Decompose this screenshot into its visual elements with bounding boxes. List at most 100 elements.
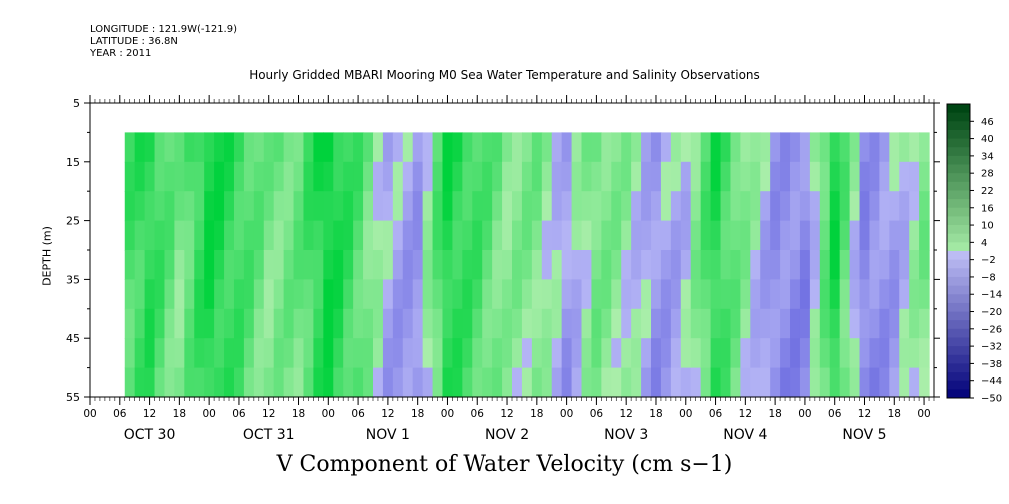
heatmap-cell (462, 338, 473, 369)
heatmap-cell (224, 161, 235, 192)
colorbar-label: −2 (981, 255, 996, 266)
heatmap-cell (571, 161, 583, 192)
heatmap-cell (799, 132, 811, 163)
heatmap-cell (660, 250, 672, 280)
heatmap-cell (412, 132, 424, 163)
heatmap-cell (621, 191, 632, 222)
heatmap-cell (740, 132, 751, 163)
heatmap-cell (194, 308, 205, 339)
heatmap-cell (819, 220, 831, 251)
heatmap-cell (482, 250, 493, 280)
colorbar-label: 16 (981, 203, 994, 214)
heatmap-cell (164, 220, 175, 251)
heatmap-cell (889, 132, 900, 163)
heatmap-cell (551, 367, 563, 398)
heatmap-cell (710, 191, 722, 222)
heatmap-cell (750, 367, 761, 398)
heatmap-cell (571, 279, 583, 310)
heatmap-cell (204, 220, 215, 251)
heatmap-cell (700, 191, 712, 222)
heatmap-cell (372, 308, 384, 339)
heatmap-cell (422, 279, 434, 310)
heatmap-cell (660, 191, 672, 222)
heatmap-cell (869, 161, 880, 192)
heatmap-cell (740, 308, 751, 339)
heatmap-cell (700, 279, 712, 310)
heatmap-cell (760, 338, 771, 369)
heatmap-cell (353, 338, 364, 369)
heatmap-cell (651, 279, 662, 310)
colorbar-label: −20 (981, 307, 1002, 318)
heatmap-cell (909, 338, 920, 369)
heatmap-cell (899, 250, 910, 280)
x-hour-tick-label: 12 (143, 408, 156, 420)
heatmap-cell (859, 191, 871, 222)
heatmap-cell (174, 367, 185, 398)
heatmap-cell (144, 367, 156, 398)
x-hour-tick-label: 06 (113, 408, 127, 420)
heatmap-cell (829, 191, 841, 222)
heatmap-cell (323, 220, 334, 251)
heatmap-cell (531, 191, 543, 222)
heatmap-cell (849, 367, 861, 398)
heatmap-cell (372, 220, 384, 251)
heatmap-cell (204, 191, 215, 222)
heatmap-cell (611, 279, 622, 310)
heatmap-cell (492, 132, 503, 163)
heatmap-cell (551, 279, 563, 310)
heatmap-cell (551, 220, 563, 251)
heatmap-cell (273, 338, 285, 369)
heatmap-cell (224, 191, 235, 222)
heatmap-cell (919, 132, 930, 163)
heatmap-cell (472, 161, 483, 192)
heatmap-cell (670, 161, 682, 192)
heatmap-cell (313, 279, 324, 310)
heatmap-cell (849, 338, 861, 369)
heatmap-cell (422, 250, 434, 280)
heatmap-cell (859, 338, 871, 369)
heatmap-cell (730, 367, 741, 398)
heatmap-cell (899, 308, 910, 339)
colorbar-band (947, 147, 970, 157)
heatmap-cell (303, 338, 315, 369)
heatmap-cell (730, 191, 741, 222)
colorbar-band (947, 328, 970, 338)
heatmap-cell (591, 250, 602, 280)
heatmap-cell (799, 308, 811, 339)
x-hour-tick-label: 00 (83, 408, 96, 420)
x-hour-tick-label: 12 (858, 408, 871, 420)
heatmap-cell (144, 161, 156, 192)
heatmap-cell (879, 250, 890, 280)
heatmap-cell (899, 220, 910, 251)
heatmap-cell (492, 191, 503, 222)
heatmap-cell (343, 308, 354, 339)
heatmap-cell (313, 250, 324, 280)
heatmap-cell (829, 220, 841, 251)
heatmap-cell (402, 191, 414, 222)
heatmap-cell (472, 338, 483, 369)
heatmap-cell (263, 279, 275, 310)
x-hour-tick-label: 06 (232, 408, 246, 420)
heatmap-cell (690, 220, 702, 251)
heatmap-cell (144, 338, 156, 369)
heatmap-cell (293, 338, 305, 369)
heatmap-cell (571, 367, 583, 398)
heatmap-cell (293, 191, 305, 222)
heatmap-cell (372, 338, 384, 369)
heatmap-cell (224, 308, 235, 339)
heatmap-cell (889, 161, 900, 192)
colorbar-band (947, 294, 970, 304)
heatmap-cell (869, 132, 880, 163)
heatmap-cell (660, 308, 672, 339)
heatmap-cell (482, 161, 493, 192)
heatmap-cell (363, 279, 374, 310)
heatmap-cell (343, 279, 354, 310)
heatmap-cell (770, 191, 781, 222)
heatmap-cell (432, 191, 444, 222)
heatmap-cell (512, 308, 523, 339)
heatmap-cell (790, 161, 801, 192)
heatmap-cell (690, 279, 702, 310)
heatmap-cell (323, 161, 334, 192)
heatmap-cell (214, 338, 225, 369)
heatmap-cell (313, 191, 324, 222)
